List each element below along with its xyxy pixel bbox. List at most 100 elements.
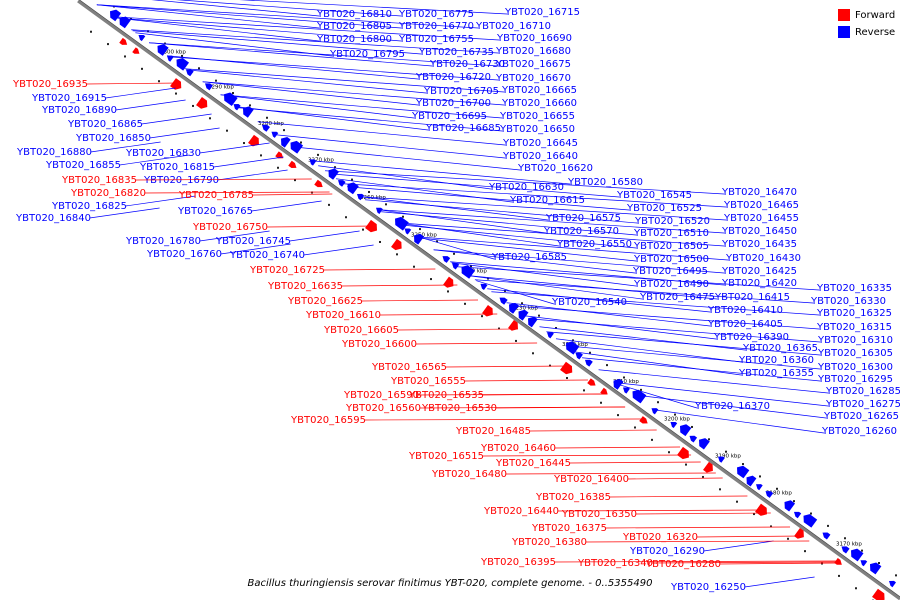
reverse-gene-label: YBT020_16335 xyxy=(816,283,892,294)
reverse-gene-arrow xyxy=(290,140,304,154)
reverse-gene-label: YBT020_16790 xyxy=(143,175,219,186)
forward-connector-line xyxy=(585,540,810,543)
reverse-connector-line xyxy=(199,142,270,154)
reverse-gene-label: YBT020_16510 xyxy=(633,228,709,239)
reverse-connector-line xyxy=(125,195,196,207)
backbone-group xyxy=(77,0,900,600)
minor-feature-mark xyxy=(844,537,846,540)
reverse-connector-line xyxy=(115,99,186,111)
minor-feature-mark xyxy=(385,203,387,206)
reverse-connector-line xyxy=(433,249,725,274)
reverse-connector-line xyxy=(184,68,505,93)
minor-feature-mark xyxy=(464,302,466,305)
forward-connector-line xyxy=(266,225,377,228)
reverse-gene-arrow xyxy=(860,560,868,567)
reverse-gene-label: YBT020_16420 xyxy=(721,278,797,289)
minor-feature-mark xyxy=(753,513,755,516)
reverse-gene-arrow xyxy=(138,34,146,42)
forward-gene-label: YBT020_16565 xyxy=(371,362,447,373)
legend: Forward Reverse xyxy=(838,8,898,42)
reverse-gene-label: YBT020_16815 xyxy=(139,162,215,173)
backbone-line xyxy=(77,0,900,600)
reverse-connector-line xyxy=(546,331,821,356)
forward-gene-arrow xyxy=(314,179,323,188)
reverse-connector-line xyxy=(360,196,549,221)
reverse-gene-arrow xyxy=(613,378,624,390)
reverse-gene-label: YBT020_16795 xyxy=(329,49,405,60)
minor-feature-mark xyxy=(351,178,353,181)
minor-feature-mark xyxy=(107,43,109,46)
reverse-gene-arrow xyxy=(404,228,412,235)
reverse-gene-arrow xyxy=(262,124,270,132)
reverse-connector-line xyxy=(396,222,560,247)
reverse-connector-line xyxy=(114,17,320,42)
forward-gene-arrow xyxy=(872,588,885,600)
reverse-gene-label: YBT020_16355 xyxy=(738,368,814,379)
minor-feature-mark xyxy=(572,339,574,342)
minor-feature-mark xyxy=(521,302,523,305)
reverse-gene-arrow xyxy=(547,332,554,339)
minor-feature-mark xyxy=(821,562,823,565)
reverse-connector-line xyxy=(318,165,492,190)
forward-gene-label: YBT020_16555 xyxy=(390,376,466,387)
reverse-gene-label: YBT020_16540 xyxy=(551,297,627,308)
reverse-gene-label: YBT020_16755 xyxy=(398,34,474,45)
forward-gene-label: YBT020_16560 xyxy=(345,403,421,414)
reverse-connector-line xyxy=(217,169,288,181)
forward-gene-arrow xyxy=(834,558,842,565)
reverse-gene-label: YBT020_16855 xyxy=(45,160,121,171)
reverse-gene-arrow xyxy=(157,44,169,56)
reverse-gene-arrow xyxy=(281,136,291,148)
minor-feature-mark xyxy=(260,154,262,157)
forward-gene-label: YBT020_16625 xyxy=(287,296,363,307)
reverse-connector-line xyxy=(238,107,503,132)
minor-feature-mark xyxy=(368,190,370,193)
reverse-connector-line xyxy=(325,170,725,195)
forward-gene-label: YBT020_16440 xyxy=(483,506,559,517)
minor-feature-mark xyxy=(498,327,500,330)
minor-feature-mark xyxy=(317,153,319,156)
reverse-gene-label: YBT020_16805 xyxy=(316,21,392,32)
forward-gene-arrow xyxy=(508,319,518,331)
reverse-connector-line xyxy=(582,357,821,382)
reverse-gene-label: YBT020_16300 xyxy=(817,362,893,373)
reverse-gene-arrow xyxy=(395,216,409,231)
minor-feature-mark xyxy=(515,339,517,342)
forward-connector-line xyxy=(609,495,748,498)
minor-feature-mark xyxy=(793,500,795,503)
reverse-gene-label: YBT020_16780 xyxy=(125,236,201,247)
forward-gene-label: YBT020_16820 xyxy=(70,188,146,199)
reverse-connector-line xyxy=(396,222,725,247)
forward-gene-label: YBT020_16445 xyxy=(495,458,571,469)
reverse-gene-label: YBT020_16250 xyxy=(670,582,746,593)
reverse-gene-arrow xyxy=(452,263,460,270)
reverse-gene-label: YBT020_16390 xyxy=(713,332,789,343)
minor-feature-mark xyxy=(192,104,194,107)
forward-gene-label: YBT020_16340 xyxy=(577,558,653,569)
forward-gene-label: YBT020_16530 xyxy=(421,403,497,414)
forward-connector-line xyxy=(464,379,588,382)
forward-connector-line xyxy=(379,313,498,316)
minor-feature-mark xyxy=(147,30,149,33)
reverse-gene-label: YBT020_16890 xyxy=(41,105,117,116)
reverse-gene-arrow xyxy=(585,359,593,367)
reverse-gene-label: YBT020_16315 xyxy=(816,322,892,333)
reverse-connector-line xyxy=(141,113,212,125)
reverse-connector-line xyxy=(399,224,637,249)
forward-gene-label: YBT020_16750 xyxy=(192,222,268,233)
reverse-gene-arrow xyxy=(233,104,241,111)
forward-connector-line xyxy=(627,477,723,480)
reverse-gene-label: YBT020_16505 xyxy=(633,241,709,252)
reverse-connector-line xyxy=(289,230,360,242)
reverse-gene-label: YBT020_16415 xyxy=(714,292,790,303)
forward-gene-label: YBT020_16385 xyxy=(535,492,611,503)
reverse-gene-label: YBT020_16265 xyxy=(823,411,899,422)
reverse-gene-label: YBT020_16430 xyxy=(725,253,801,264)
reverse-connector-line xyxy=(378,209,725,234)
forward-gene-arrow xyxy=(119,37,128,45)
reverse-connector-line xyxy=(451,262,637,287)
reverse-connector-line xyxy=(149,42,499,67)
reverse-gene-arrow xyxy=(575,352,583,360)
